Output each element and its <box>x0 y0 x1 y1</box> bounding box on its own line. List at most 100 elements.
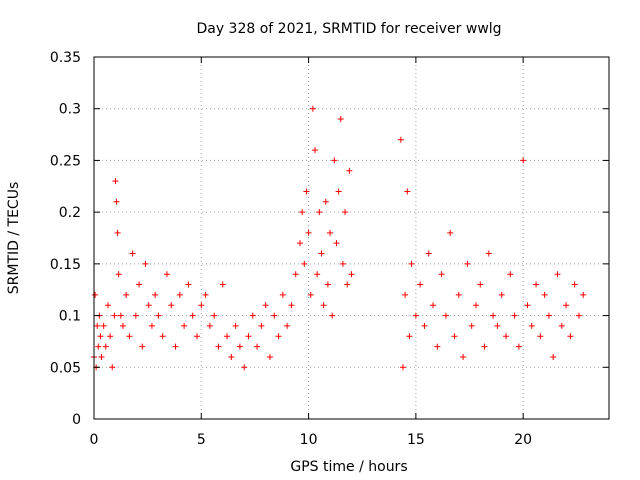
data-point <box>148 322 155 329</box>
data-point <box>541 291 548 298</box>
data-point <box>142 260 149 267</box>
data-point <box>438 271 445 278</box>
data-point <box>346 167 353 174</box>
data-point <box>172 343 179 350</box>
data-point <box>503 333 509 340</box>
data-point <box>249 312 256 319</box>
data-point <box>335 188 342 195</box>
grid-lines <box>94 57 609 419</box>
data-point <box>245 333 252 340</box>
data-point <box>123 291 130 298</box>
chart-title: Day 328 of 2021, SRMTID for receiver wwl… <box>196 21 501 37</box>
y-tick-label: 0.35 <box>50 50 81 66</box>
data-point <box>442 312 449 319</box>
data-point <box>136 281 143 288</box>
data-point <box>322 198 329 205</box>
data-point <box>490 312 497 319</box>
data-point <box>232 322 239 329</box>
data-point <box>348 271 355 278</box>
data-point <box>159 333 166 340</box>
data-point <box>299 209 306 216</box>
data-point <box>563 302 570 309</box>
y-tick-label: 0.1 <box>59 309 81 325</box>
data-point <box>303 188 310 195</box>
data-point <box>339 260 346 267</box>
data-point <box>98 353 105 360</box>
data-point <box>397 136 404 143</box>
data-point <box>139 343 146 350</box>
data-point <box>324 281 331 288</box>
data-point <box>271 312 278 319</box>
data-point <box>92 291 99 298</box>
data-point <box>567 333 574 340</box>
data-point <box>307 291 314 298</box>
data-point <box>545 312 552 319</box>
data-point <box>215 343 222 350</box>
data-point <box>132 312 139 319</box>
data-point <box>111 312 118 319</box>
data-point <box>455 291 462 298</box>
data-point <box>451 333 458 340</box>
y-tick-label: 0.05 <box>50 360 81 376</box>
data-point <box>460 353 467 360</box>
data-point <box>219 281 226 288</box>
data-point <box>312 147 319 154</box>
data-point <box>104 302 111 309</box>
data-point <box>117 312 124 319</box>
data-point <box>279 291 286 298</box>
x-axis-label: GPS time / hours <box>290 459 407 475</box>
data-points <box>91 105 587 371</box>
data-point <box>228 353 235 360</box>
data-point <box>580 291 587 298</box>
data-point <box>297 240 303 247</box>
data-point <box>185 281 192 288</box>
data-point <box>515 343 522 350</box>
data-point <box>485 250 492 257</box>
data-point <box>95 343 102 350</box>
data-point <box>316 209 323 216</box>
data-point <box>292 271 299 278</box>
data-point <box>554 271 561 278</box>
data-point <box>211 312 218 319</box>
data-point <box>301 260 308 267</box>
data-point <box>344 281 351 288</box>
data-point <box>571 281 578 288</box>
data-point <box>331 157 338 164</box>
data-point <box>320 302 327 309</box>
data-point <box>412 312 419 319</box>
y-tick-label: 0.25 <box>50 153 81 169</box>
y-tick-label: 0 <box>72 412 81 428</box>
data-point <box>329 312 336 319</box>
y-tick-label: 0.15 <box>50 257 81 273</box>
y-tick-label: 0.3 <box>59 102 81 118</box>
data-point <box>406 333 413 340</box>
data-point <box>318 250 325 257</box>
data-point <box>342 209 349 216</box>
data-point <box>202 291 209 298</box>
data-point <box>421 322 428 329</box>
data-point <box>400 364 406 371</box>
x-tick-label: 0 <box>90 432 99 448</box>
data-point <box>198 302 205 309</box>
data-point <box>94 322 101 329</box>
data-point <box>477 281 484 288</box>
data-point <box>126 333 133 340</box>
data-point <box>524 302 531 309</box>
y-axis-label: SRMTID / TECUs <box>6 182 22 295</box>
data-point <box>155 312 162 319</box>
data-point <box>337 116 344 123</box>
data-point <box>408 260 415 267</box>
data-point <box>266 353 273 360</box>
data-point <box>430 302 437 309</box>
x-tick-label: 5 <box>197 432 206 448</box>
data-point <box>114 229 121 236</box>
data-point <box>533 281 540 288</box>
data-point <box>181 322 188 329</box>
data-point <box>145 302 152 309</box>
data-point <box>206 322 213 329</box>
data-point <box>262 302 269 309</box>
y-tick-labels: 0 0.05 0.1 0.15 0.2 0.25 0.3 0.35 <box>50 50 81 428</box>
data-point <box>417 281 424 288</box>
data-point <box>404 188 411 195</box>
